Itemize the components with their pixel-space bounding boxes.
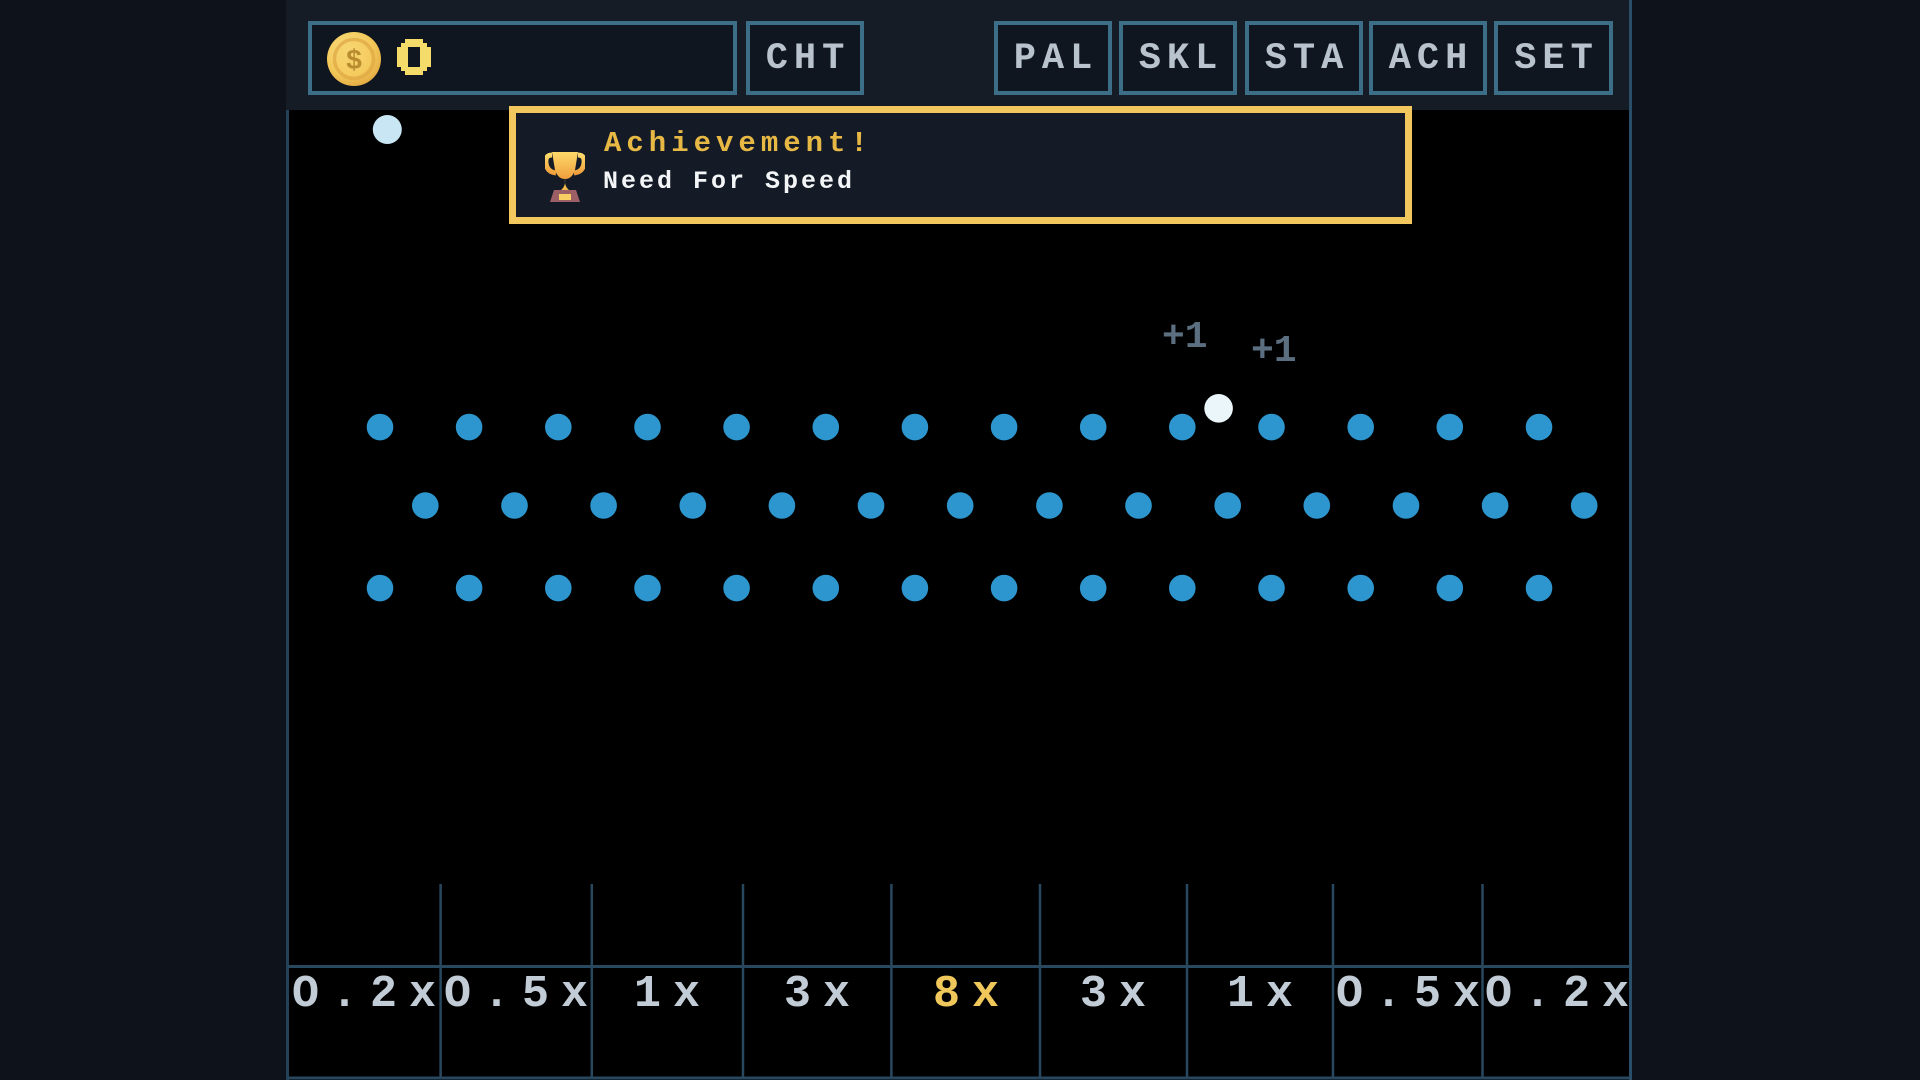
svg-text:$: $: [346, 44, 362, 75]
